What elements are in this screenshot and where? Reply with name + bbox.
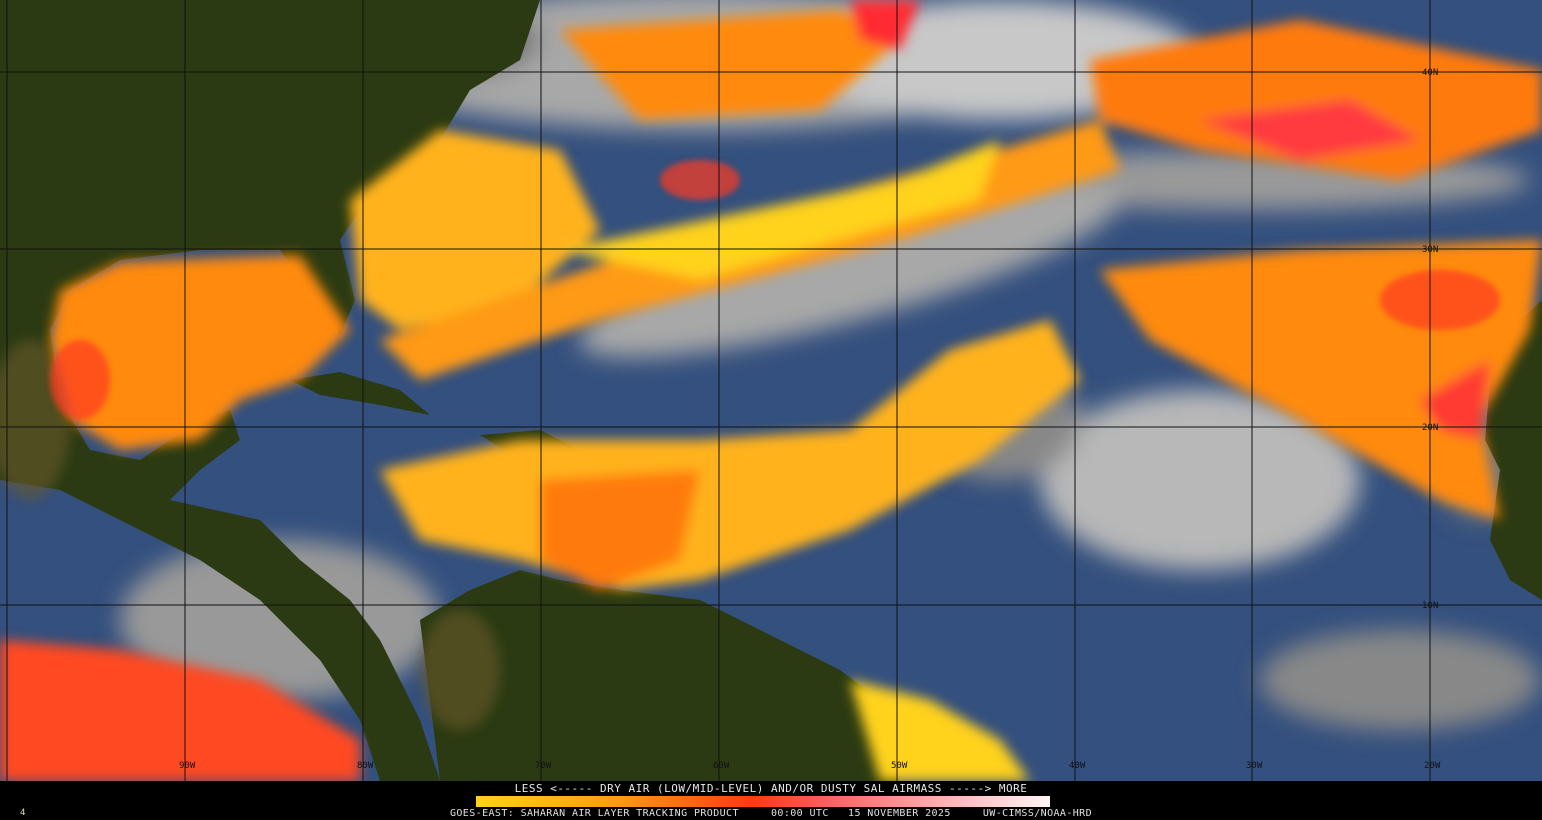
dry-air-colorbar <box>476 796 1050 807</box>
legend-footer: LESS <----- DRY AIR (LOW/MID-LEVEL) AND/… <box>0 781 1542 820</box>
latitude-label: 30N <box>1422 245 1438 255</box>
saharan-air-layer-map: 90W 80W 70W 60W 50W 40W 30W 20W 40N 30N 20N 10N <box>0 0 1542 781</box>
legend-title: LESS <----- DRY AIR (LOW/MID-LEVEL) AND/… <box>514 782 1028 795</box>
dry-air-layer <box>0 0 1542 781</box>
lat-lon-grid <box>0 0 1542 781</box>
latitude-label: 20N <box>1422 423 1438 433</box>
longitude-label: 30W <box>1246 761 1263 771</box>
latitude-label: 10N <box>1422 601 1438 611</box>
longitude-label: 80W <box>357 761 374 771</box>
longitude-label: 50W <box>891 761 908 771</box>
product-info: GOES-EAST: SAHARAN AIR LAYER TRACKING PR… <box>449 808 1093 819</box>
longitude-label: 60W <box>713 761 730 771</box>
corner-mark: 4 <box>20 808 26 818</box>
longitude-label: 90W <box>179 761 196 771</box>
latitude-label: 40N <box>1422 68 1438 78</box>
dry-air-core <box>50 160 1500 420</box>
longitude-label: 40W <box>1069 761 1086 771</box>
longitude-label: 20W <box>1424 761 1441 771</box>
longitude-label: 70W <box>535 761 552 771</box>
